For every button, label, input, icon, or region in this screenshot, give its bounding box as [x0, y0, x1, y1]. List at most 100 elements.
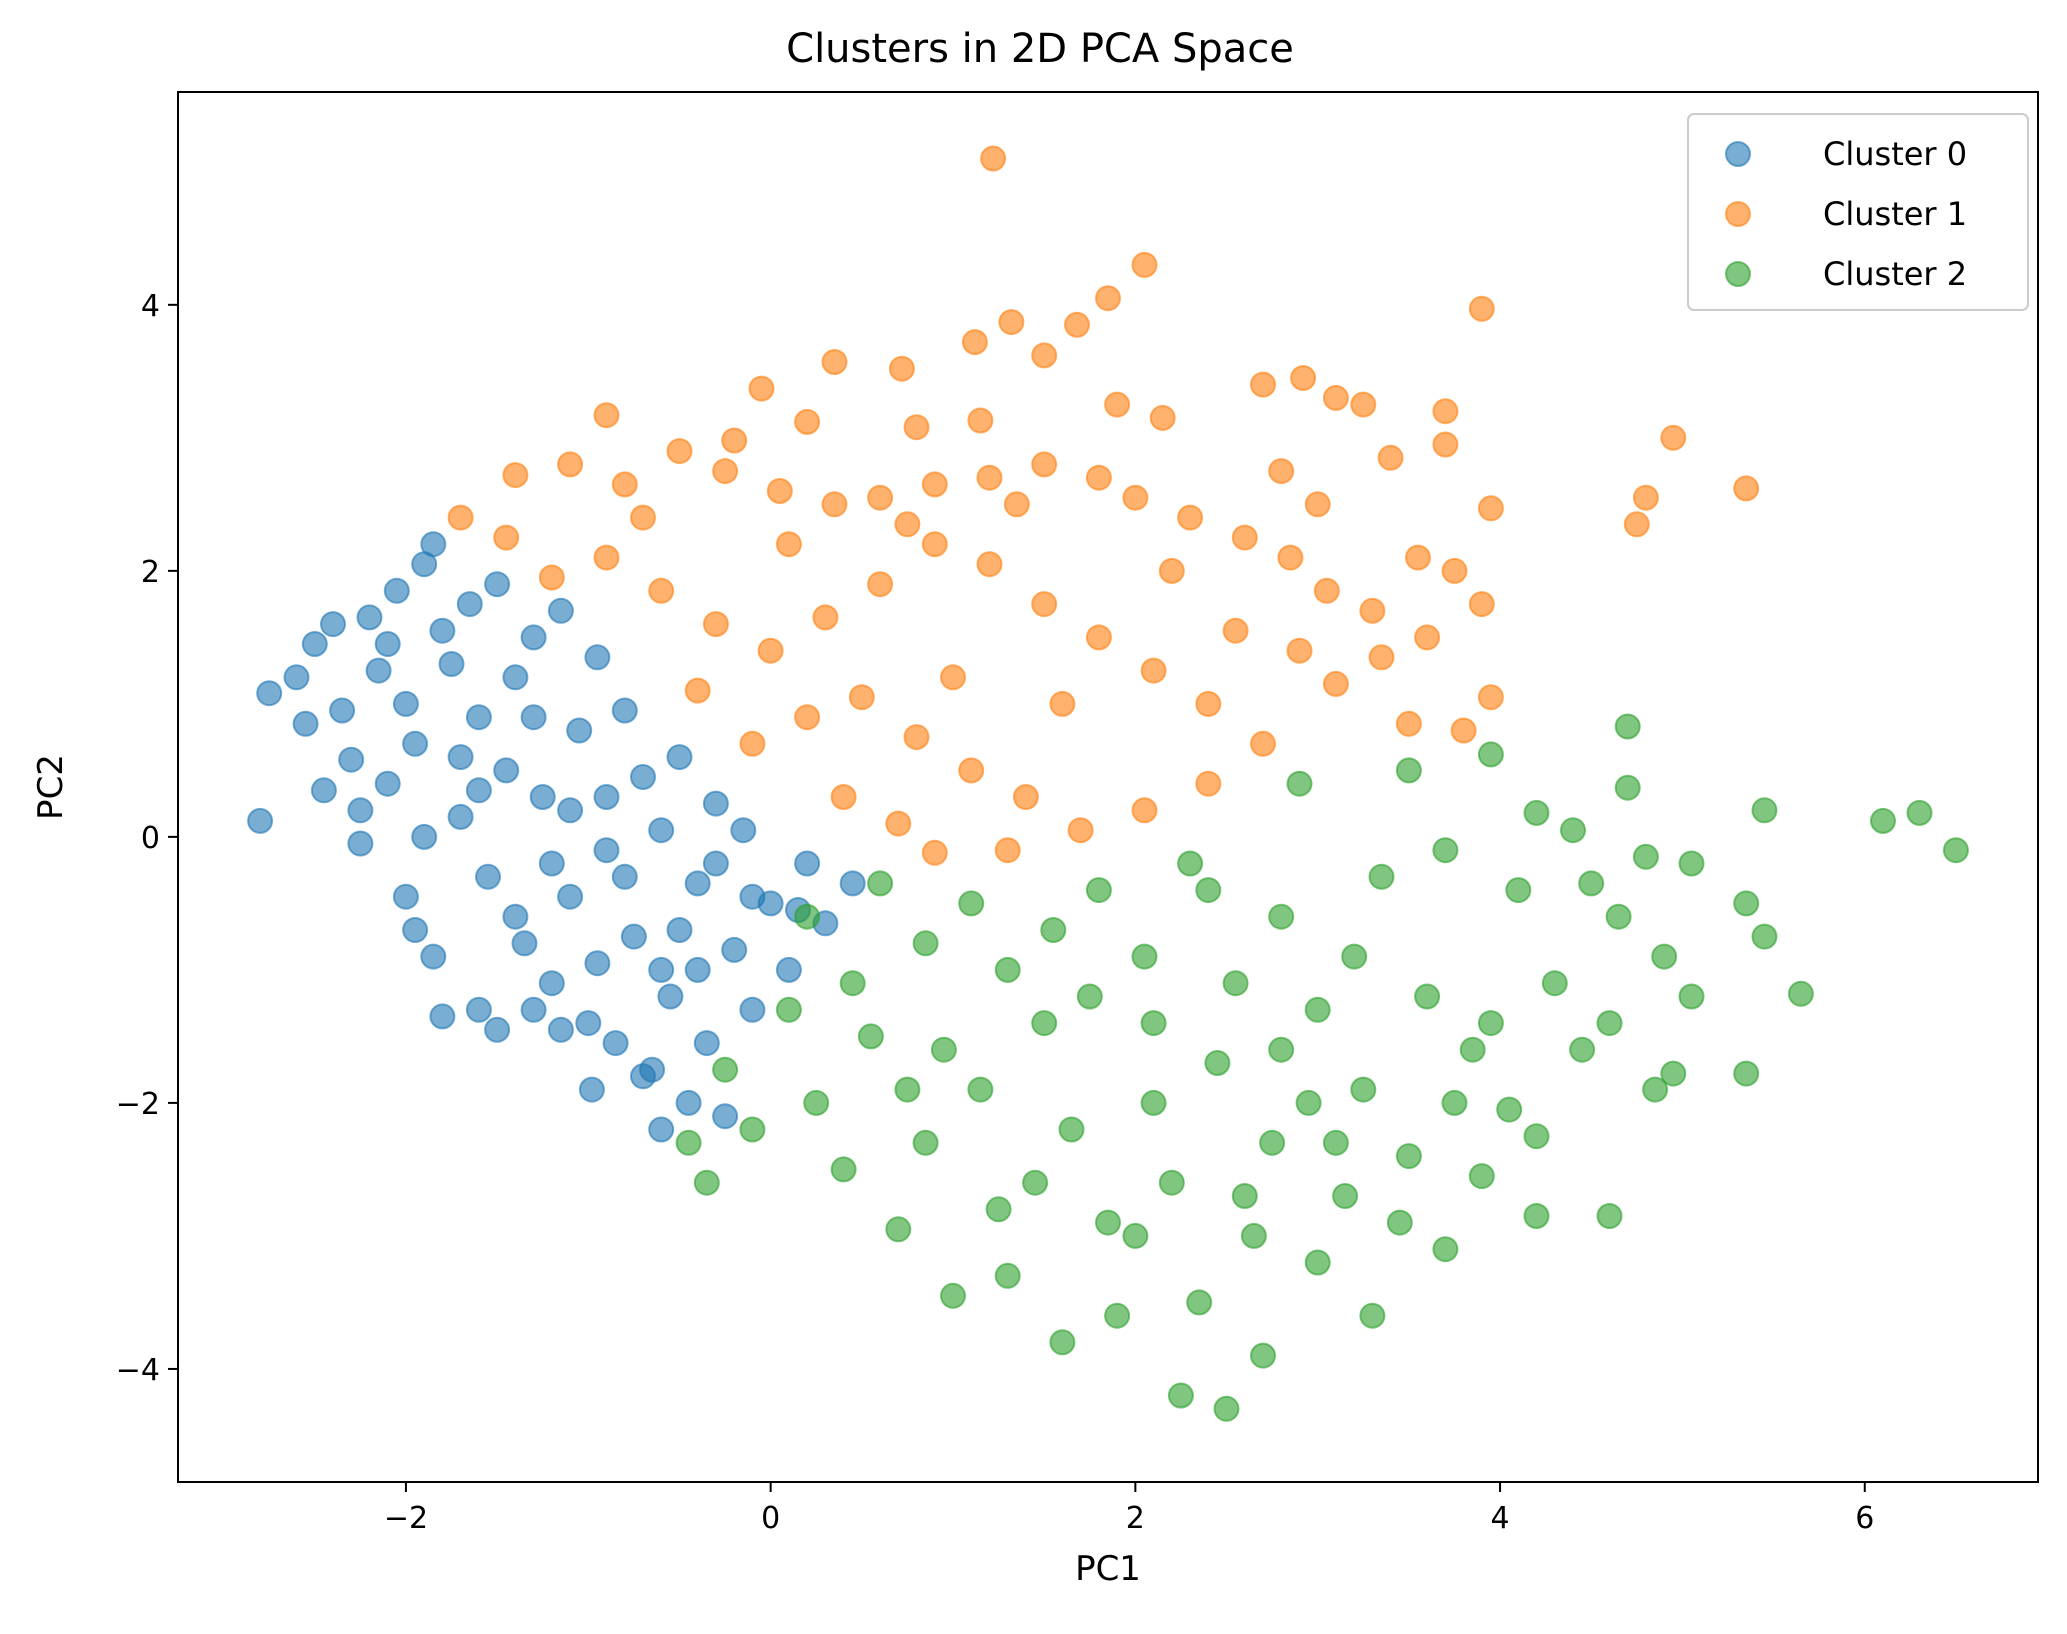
cluster-2-point: [1496, 1096, 1523, 1123]
cluster-0-point: [402, 730, 429, 757]
cluster-1-point: [976, 551, 1003, 578]
cluster-2-point: [1104, 1302, 1131, 1329]
cluster-1-point: [903, 414, 930, 441]
cluster-0-point: [447, 803, 474, 830]
cluster-2-point: [839, 970, 866, 997]
cluster-2-point: [1414, 983, 1441, 1010]
cluster-2-point: [1076, 983, 1103, 1010]
cluster-2-point: [1213, 1395, 1240, 1422]
cluster-1-point: [1122, 484, 1149, 511]
cluster-1-point: [885, 810, 912, 837]
x-tick-label: −2: [384, 1501, 428, 1536]
cluster-2-point: [967, 1076, 994, 1103]
cluster-0-point: [620, 923, 647, 950]
cluster-2-point: [1870, 807, 1896, 834]
cluster-2-point: [1642, 1076, 1669, 1103]
cluster-0-point: [547, 597, 574, 624]
cluster-0-point: [465, 704, 492, 731]
cluster-2-point: [1432, 1236, 1459, 1263]
cluster-1-point: [1222, 617, 1249, 644]
cluster-0-point: [484, 1016, 511, 1043]
cluster-0-point: [657, 983, 684, 1010]
cluster-2-point: [1131, 943, 1158, 970]
cluster-1-point: [980, 145, 1007, 172]
cluster-2-point: [1942, 837, 1969, 864]
cluster-1-point: [894, 511, 921, 538]
cluster-1-point: [1623, 511, 1650, 538]
cluster-2-point: [1322, 1129, 1349, 1156]
cluster-1-point: [1432, 431, 1459, 458]
cluster-2-point: [1523, 1203, 1550, 1229]
cluster-0-point: [538, 970, 565, 997]
cluster-1-point: [903, 724, 930, 751]
cluster-1-point: [821, 491, 848, 518]
cluster-2-point: [885, 1216, 912, 1243]
cluster-0-point: [648, 1116, 675, 1143]
cluster-1-point: [630, 504, 656, 531]
cluster-0-point: [247, 807, 274, 834]
cluster-2-point: [1268, 1036, 1295, 1063]
cluster-2-point: [994, 956, 1021, 983]
cluster-0-point: [429, 617, 456, 644]
y-tick-label: 0: [141, 821, 160, 856]
cluster-0-point: [465, 996, 492, 1023]
cluster-2-point: [794, 903, 821, 930]
cluster-2-point: [985, 1196, 1012, 1223]
cluster-1-point: [1085, 624, 1112, 651]
cluster-1-point: [1003, 491, 1030, 518]
cluster-1-point: [1350, 391, 1377, 418]
legend-marker: [1725, 141, 1751, 167]
cluster-2-point: [1158, 1169, 1185, 1196]
cluster-0-point: [739, 883, 766, 910]
legend-label: Cluster 2: [1823, 255, 1967, 293]
cluster-2-point: [1332, 1183, 1359, 1209]
cluster-1-point: [848, 684, 875, 711]
cluster-2-point: [1222, 970, 1249, 997]
cluster-1-point: [1322, 670, 1349, 697]
cluster-1-point: [538, 564, 565, 591]
cluster-1-point: [1195, 690, 1222, 717]
cluster-2-point: [1359, 1302, 1386, 1329]
cluster-2-point: [1240, 1222, 1267, 1249]
cluster-1-point: [967, 407, 994, 434]
cluster-0-point: [429, 1003, 456, 1030]
cluster-1-point: [1477, 684, 1504, 711]
y-axis-ticks: −4 −2 0 2 4: [116, 289, 178, 1388]
cluster-2-point: [1523, 1123, 1550, 1150]
cluster-2-point: [1177, 850, 1204, 877]
cluster-1-point: [493, 524, 520, 551]
cluster-0-point: [374, 770, 401, 797]
cluster-1-point: [994, 837, 1021, 864]
cluster-2-point: [1095, 1209, 1121, 1236]
cluster-0-point: [329, 697, 356, 724]
cluster-1-point: [1268, 458, 1295, 485]
cluster-1-point: [867, 484, 894, 511]
cluster-2-point: [1751, 797, 1778, 824]
cluster-1-point: [1322, 384, 1349, 411]
cluster-2-point: [1906, 799, 1933, 826]
cluster-1-point: [766, 478, 793, 504]
cluster-1-point: [1177, 504, 1204, 531]
cluster-1-point: [666, 438, 693, 465]
cluster-0-point: [347, 830, 374, 857]
cluster-0-point: [493, 757, 520, 784]
cluster-1-point: [1095, 285, 1121, 312]
cluster-2-point: [930, 1036, 957, 1063]
cluster-0-point: [675, 1089, 702, 1116]
cluster-0-point: [648, 817, 675, 844]
cluster-2-point: [1140, 1089, 1167, 1116]
cluster-2-point: [1395, 757, 1422, 784]
cluster-1-point: [1012, 784, 1039, 810]
cluster-0-point: [365, 657, 392, 684]
cluster-2-point: [1614, 713, 1641, 740]
cluster-1-point: [961, 329, 988, 356]
cluster-2-point: [1395, 1143, 1422, 1170]
cluster-0-point: [392, 883, 419, 910]
cluster-0-point: [447, 744, 474, 771]
cluster-0-point: [547, 1016, 574, 1043]
cluster-0-point: [374, 631, 401, 657]
cluster-2-point: [1751, 923, 1778, 950]
cluster-2-point: [1304, 996, 1331, 1023]
cluster-1-point: [1250, 371, 1276, 398]
legend-label: Cluster 1: [1823, 195, 1967, 233]
